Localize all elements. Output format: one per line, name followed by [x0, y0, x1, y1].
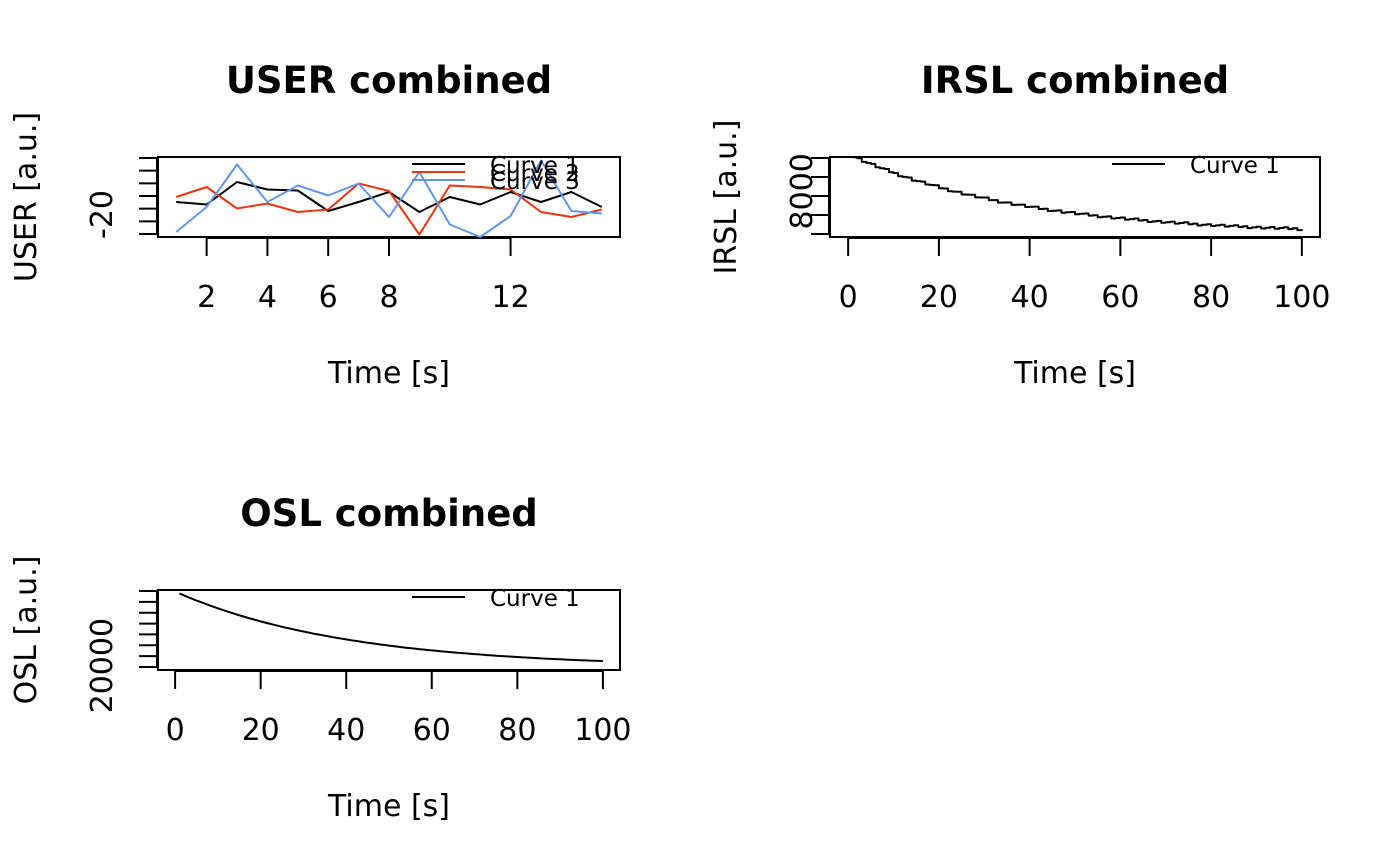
legend-label: Curve 1: [490, 586, 580, 612]
x-tick-label: 20: [920, 280, 958, 315]
x-tick-label: 4: [258, 280, 277, 315]
x-tick-label: 60: [1101, 280, 1139, 315]
x-axis-label: Time [s]: [327, 789, 450, 824]
series-line-curve-2: [175, 182, 603, 236]
y-axis-label: OSL [a.u.]: [9, 556, 44, 705]
plot-title: USER combined: [226, 59, 552, 102]
x-tick-label: 20: [242, 713, 280, 748]
x-tick-label: 60: [413, 713, 451, 748]
x-tick-label: 40: [327, 713, 365, 748]
series-line-curve-1: [852, 156, 1303, 232]
legend-label: Curve 2: [490, 161, 580, 187]
x-tick-label: 6: [319, 280, 338, 315]
x-tick-label: 40: [1011, 280, 1049, 315]
legend-label: Curve 1: [490, 153, 580, 179]
plot-title: IRSL combined: [921, 59, 1229, 102]
series-line-curve-3: [175, 159, 602, 238]
plot-panel-3: OSL combined 0 20 40 60 80 100 Time [s] 20000 OSL…: [9, 492, 632, 824]
x-tick-label: 80: [1192, 280, 1230, 315]
x-tick-label: 100: [1273, 280, 1330, 315]
series-line-curve-1: [179, 592, 603, 663]
x-tick-label: 8: [379, 280, 398, 315]
x-tick-label: 12: [491, 280, 529, 315]
legend-label: Curve 3: [490, 169, 580, 195]
x-axis-label: Time [s]: [327, 356, 450, 391]
y-tick-label: 20000: [85, 618, 120, 713]
y-tick-label: 8000: [785, 153, 820, 229]
plot-title: OSL combined: [240, 492, 538, 535]
x-tick-label: 100: [574, 713, 631, 748]
plot-panel-2: IRSL combined 0 20 40 60 80 100 Time [s] 8000 IRS…: [709, 59, 1330, 391]
plot-panel-1: USER combined 2 4 6 8 12 Time [s] -20 USER [a.u.…: [9, 59, 621, 391]
legend-label: Curve 1: [1190, 153, 1280, 179]
x-tick-label: 80: [498, 713, 536, 748]
x-axis-label: Time [s]: [1013, 356, 1136, 391]
x-tick-label: 0: [839, 280, 858, 315]
x-tick-label: 0: [166, 713, 185, 748]
y-axis-label: IRSL [a.u.]: [709, 120, 744, 275]
y-tick-label: -20: [85, 190, 120, 239]
x-tick-label: 2: [197, 280, 216, 315]
y-axis-label: USER [a.u.]: [9, 112, 44, 282]
